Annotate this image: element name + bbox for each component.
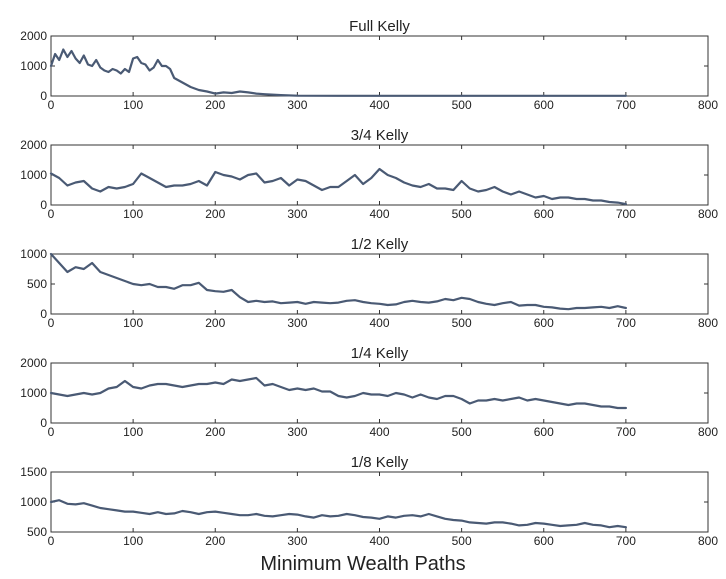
x-tick-label: 200 xyxy=(205,425,225,439)
x-tick-label: 500 xyxy=(452,98,472,112)
y-tick-label: 2000 xyxy=(20,29,47,43)
chart-panel-5: 1/8 Kelly 0 100 200 300 400 500 600 700 800 500 100… xyxy=(20,454,718,548)
y-tick-label: 1000 xyxy=(20,168,47,182)
x-tick-label: 400 xyxy=(369,534,389,548)
y-tick-label: 1000 xyxy=(20,386,47,400)
x-tick-label: 500 xyxy=(452,425,472,439)
chart-panel-2: 3/4 Kelly 0 100 200 300 400 500 600 700 800 0 1000 2… xyxy=(20,127,718,221)
chart-panel-4: 1/4 Kelly 0 100 200 300 400 500 600 700 800 0 1000 2… xyxy=(20,345,718,439)
axes-frame xyxy=(50,35,709,97)
x-tick-label: 700 xyxy=(616,316,636,330)
x-tick-label: 0 xyxy=(48,425,55,439)
x-tick-label: 300 xyxy=(287,98,307,112)
x-tick-label: 200 xyxy=(205,207,225,221)
x-tick-label: 300 xyxy=(287,207,307,221)
series-line-1 xyxy=(49,167,628,206)
y-tick-label: 0 xyxy=(40,307,47,321)
x-tick-label: 600 xyxy=(534,207,554,221)
x-tick-label: 400 xyxy=(369,98,389,112)
chart-title: 1/8 Kelly xyxy=(351,454,409,471)
y-tick-label: 1500 xyxy=(20,465,47,479)
y-tick-label: 0 xyxy=(40,198,47,212)
x-tick-label: 800 xyxy=(698,98,718,112)
chart-title: 3/4 Kelly xyxy=(351,127,409,144)
x-tick-label: 300 xyxy=(287,425,307,439)
x-tick-label: 400 xyxy=(369,316,389,330)
y-tick-label: 1000 xyxy=(20,247,47,261)
x-tick-label: 0 xyxy=(48,534,55,548)
y-tick-label: 500 xyxy=(27,525,47,539)
series-line-1 xyxy=(49,376,628,410)
series-line-1 xyxy=(49,252,628,311)
x-tick-label: 600 xyxy=(534,534,554,548)
y-tick-label: 500 xyxy=(27,277,47,291)
x-tick-label: 100 xyxy=(123,98,143,112)
chart-panel-1: Full Kelly 0 100 200 300 400 500 600 700 800 0 1000… xyxy=(20,18,718,112)
x-tick-label: 700 xyxy=(616,534,636,548)
x-tick-label: 0 xyxy=(48,207,55,221)
axes-frame xyxy=(50,471,709,533)
x-tick-label: 400 xyxy=(369,207,389,221)
x-tick-label: 0 xyxy=(48,316,55,330)
x-tick-label: 700 xyxy=(616,425,636,439)
series-line-1 xyxy=(49,499,628,529)
x-tick-label: 800 xyxy=(698,316,718,330)
x-tick-label: 700 xyxy=(616,207,636,221)
chart-title: Full Kelly xyxy=(349,18,410,35)
axes-frame xyxy=(50,362,709,424)
x-tick-label: 500 xyxy=(452,534,472,548)
x-tick-label: 100 xyxy=(123,425,143,439)
chart-title: 1/4 Kelly xyxy=(351,345,409,362)
x-tick-label: 600 xyxy=(534,316,554,330)
x-tick-label: 800 xyxy=(698,425,718,439)
x-tick-label: 800 xyxy=(698,534,718,548)
y-tick-label: 2000 xyxy=(20,138,47,152)
x-tick-label: 400 xyxy=(369,425,389,439)
x-tick-label: 100 xyxy=(123,207,143,221)
x-tick-label: 0 xyxy=(48,98,55,112)
y-tick-label: 1000 xyxy=(20,495,47,509)
series-line-1 xyxy=(49,48,628,97)
x-tick-label: 700 xyxy=(616,98,636,112)
x-tick-label: 200 xyxy=(205,98,225,112)
x-tick-label: 200 xyxy=(205,316,225,330)
axes-frame xyxy=(50,144,709,206)
x-tick-label: 100 xyxy=(123,534,143,548)
chart-panel-3: 1/2 Kelly 0 100 200 300 400 500 600 700 800 0 500 10… xyxy=(20,236,718,330)
x-tick-label: 300 xyxy=(287,534,307,548)
x-tick-label: 600 xyxy=(534,98,554,112)
y-tick-label: 0 xyxy=(40,89,47,103)
figure-xlabel: Minimum Wealth Paths xyxy=(260,553,466,575)
x-tick-label: 600 xyxy=(534,425,554,439)
x-tick-label: 500 xyxy=(452,207,472,221)
y-tick-label: 0 xyxy=(40,416,47,430)
x-tick-label: 800 xyxy=(698,207,718,221)
x-tick-label: 500 xyxy=(452,316,472,330)
y-tick-label: 2000 xyxy=(20,356,47,370)
x-tick-label: 100 xyxy=(123,316,143,330)
chart-title: 1/2 Kelly xyxy=(351,236,409,253)
y-tick-label: 1000 xyxy=(20,59,47,73)
x-tick-label: 200 xyxy=(205,534,225,548)
x-tick-label: 300 xyxy=(287,316,307,330)
